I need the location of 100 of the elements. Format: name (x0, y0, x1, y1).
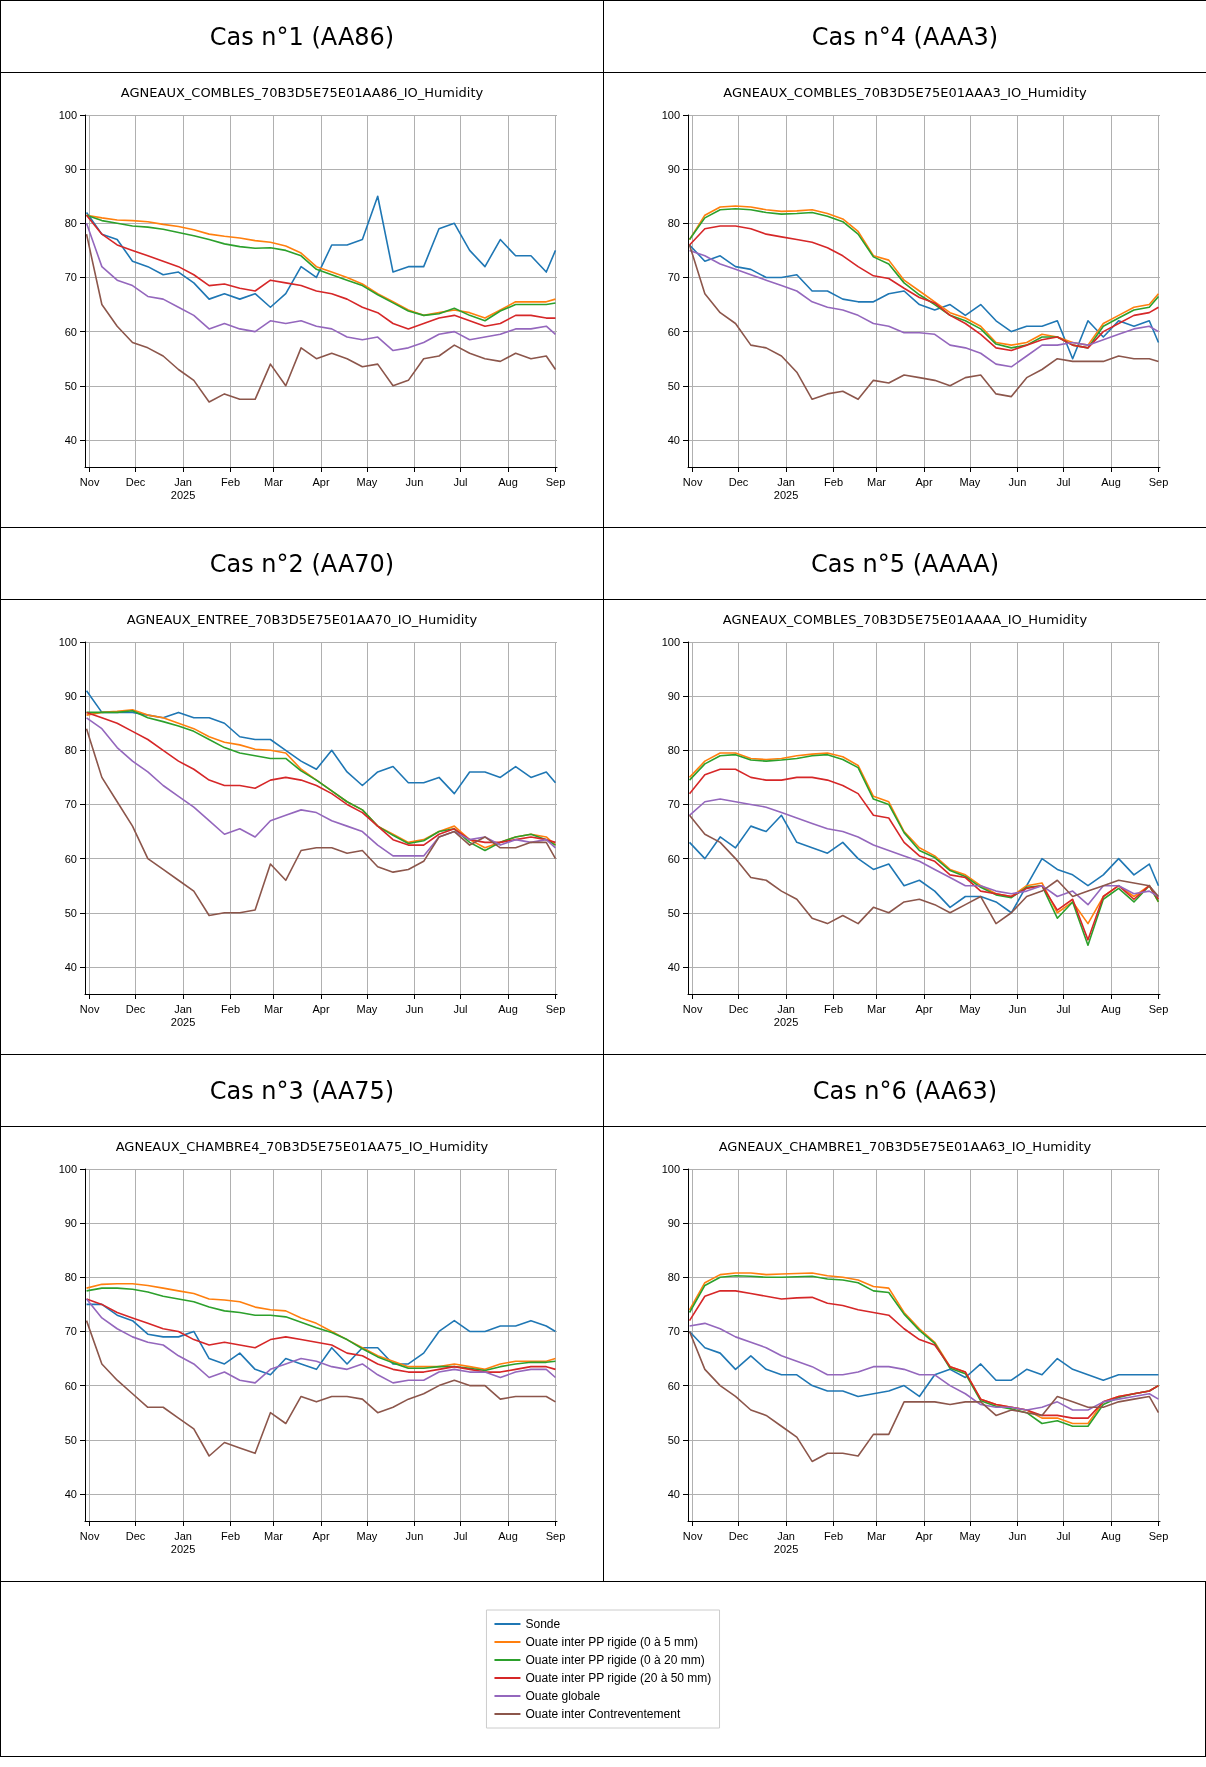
y-tick-label: 80 (64, 744, 77, 757)
x-tick-label: May (959, 1529, 981, 1542)
x-tick-label: Dec (125, 1002, 146, 1015)
x-tick-label: Feb (221, 1529, 241, 1542)
x-tick-label: Jan 2025 (170, 1002, 196, 1028)
y-tick-label: 90 (64, 690, 77, 703)
y-tick-label: 90 (667, 690, 680, 703)
x-tick-label: Dec (125, 475, 146, 488)
y-tick-label: 70 (64, 798, 77, 811)
x-tick-label: Jul (453, 1529, 468, 1542)
x-tick-label: Nov (682, 1002, 703, 1015)
x-tick-label: Aug (498, 1002, 518, 1015)
y-tick-label: 80 (667, 1271, 680, 1284)
x-tick-label: Sep (545, 475, 566, 488)
y-tick-label: 80 (64, 1271, 77, 1284)
x-tick-label: Aug (1101, 1002, 1121, 1015)
x-tick-label: Apr (312, 1529, 330, 1542)
y-tick-label: 80 (64, 217, 77, 230)
x-tick-label: May (356, 475, 378, 488)
x-tick-label: Jan 2025 (170, 475, 196, 501)
chart-title: Cas n°6 (AA63) (604, 1055, 1206, 1127)
chart-subtitle: AGNEAUX_COMBLES_70B3D5E75E01AA86_IO_Humidity (120, 85, 484, 100)
x-tick-label: Jul (1056, 475, 1071, 488)
x-tick-label: Dec (728, 1529, 749, 1542)
y-tick-label: 100 (661, 636, 680, 648)
x-tick-label: Jul (1056, 1002, 1071, 1015)
x-tick-label: Aug (1101, 475, 1121, 488)
x-tick-label: Feb (221, 475, 241, 488)
y-tick-label: 40 (667, 433, 680, 446)
y-tick-label: 40 (667, 1487, 680, 1500)
chart-subtitle: AGNEAUX_CHAMBRE4_70B3D5E75E01AA75_IO_Humidity (115, 1139, 489, 1154)
x-tick-label: Jul (453, 475, 468, 488)
y-tick-label: 60 (64, 325, 77, 338)
x-tick-label: Apr (915, 1529, 933, 1542)
x-tick-label: Sep (545, 1002, 566, 1015)
x-tick-label: Jan 2025 (773, 1002, 799, 1028)
y-tick-label: 40 (64, 433, 77, 446)
x-tick-label: Jun (1008, 1002, 1027, 1015)
x-tick-label: Apr (915, 1002, 933, 1015)
chart-title: Cas n°4 (AAA3) (604, 1, 1206, 73)
x-tick-label: Mar (264, 475, 284, 488)
x-tick-label: Jan 2025 (773, 1529, 799, 1555)
x-tick-label: Jul (1056, 1529, 1071, 1542)
chart-title: Cas n°3 (AA75) (1, 1055, 603, 1127)
y-tick-label: 80 (667, 744, 680, 757)
y-tick-label: 70 (667, 1325, 680, 1338)
y-tick-label: 50 (64, 906, 77, 919)
x-tick-label: Mar (867, 475, 887, 488)
x-tick-label: Nov (79, 1002, 100, 1015)
y-tick-label: 60 (667, 325, 680, 338)
y-tick-label: 70 (667, 798, 680, 811)
y-tick-label: 90 (64, 163, 77, 176)
x-tick-label: Jun (1008, 1529, 1027, 1542)
y-tick-label: 100 (58, 109, 77, 121)
legend-label: Ouate inter PP rigide (0 à 5 mm) (525, 1635, 698, 1649)
y-tick-label: 60 (667, 852, 680, 865)
y-tick-label: 70 (64, 1325, 77, 1338)
legend-label: Ouate inter PP rigide (20 à 50 mm) (525, 1671, 712, 1685)
y-tick-label: 80 (667, 217, 680, 230)
x-tick-label: May (959, 475, 981, 488)
y-tick-label: 60 (64, 852, 77, 865)
x-tick-label: Mar (867, 1529, 887, 1542)
y-tick-label: 100 (661, 109, 680, 121)
x-tick-label: Nov (79, 475, 100, 488)
x-tick-label: Jan 2025 (773, 475, 799, 501)
legend-label: Ouate inter PP rigide (0 à 20 mm) (525, 1653, 705, 1667)
x-tick-label: Feb (824, 1529, 844, 1542)
x-tick-label: May (356, 1002, 378, 1015)
legend-label: Sonde (525, 1617, 561, 1631)
y-tick-label: 90 (64, 1217, 77, 1230)
y-tick-label: 60 (64, 1379, 77, 1392)
y-tick-label: 70 (667, 271, 680, 284)
legend-label: Ouate globale (525, 1689, 601, 1703)
y-tick-label: 100 (58, 636, 77, 648)
x-tick-label: Sep (1148, 475, 1169, 488)
x-tick-label: Feb (221, 1002, 241, 1015)
x-tick-label: Sep (1148, 1529, 1169, 1542)
x-tick-label: Dec (125, 1529, 146, 1542)
y-tick-label: 90 (667, 163, 680, 176)
x-tick-label: Mar (867, 1002, 887, 1015)
y-tick-label: 40 (64, 1487, 77, 1500)
x-tick-label: Dec (728, 1002, 749, 1015)
x-tick-label: Mar (264, 1002, 284, 1015)
y-tick-label: 50 (64, 379, 77, 392)
x-tick-label: Apr (312, 1002, 330, 1015)
y-tick-label: 50 (64, 1433, 77, 1446)
x-tick-label: Aug (498, 475, 518, 488)
y-tick-label: 60 (667, 1379, 680, 1392)
chart-subtitle: AGNEAUX_CHAMBRE1_70B3D5E75E01AA63_IO_Humidity (718, 1139, 1092, 1154)
x-tick-label: Jun (405, 475, 424, 488)
x-tick-label: Nov (682, 1529, 703, 1542)
x-tick-label: Jun (405, 1529, 424, 1542)
x-tick-label: May (356, 1529, 378, 1542)
x-tick-label: Nov (79, 1529, 100, 1542)
y-tick-label: 40 (667, 960, 680, 973)
x-tick-label: Apr (915, 475, 933, 488)
x-tick-label: Feb (824, 475, 844, 488)
chart-subtitle: AGNEAUX_COMBLES_70B3D5E75E01AAAA_IO_Humidity (722, 612, 1088, 627)
y-tick-label: 90 (667, 1217, 680, 1230)
chart-title: Cas n°5 (AAAA) (604, 528, 1206, 600)
